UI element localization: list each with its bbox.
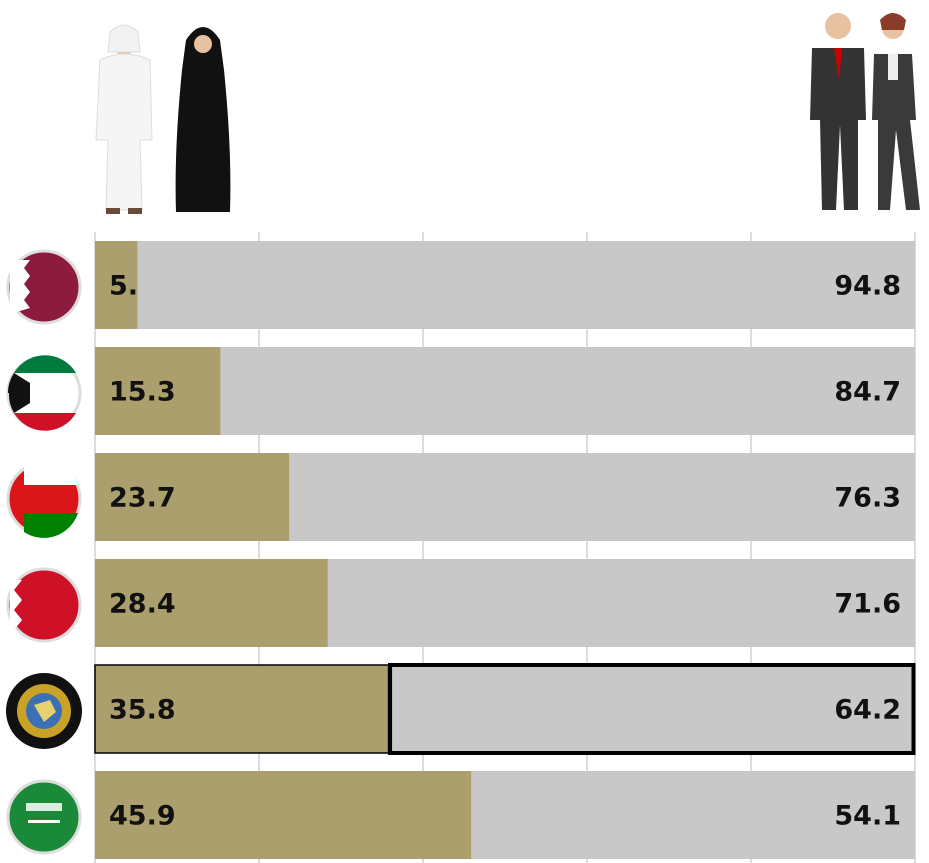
flags (6, 249, 82, 855)
value-label: 15.3 (109, 377, 176, 408)
flag-oman (6, 460, 82, 538)
bar-segment (94, 664, 390, 754)
bar-segment (95, 241, 138, 329)
bar-segment (388, 663, 916, 755)
bar-segment (137, 241, 915, 329)
flag-kuwait (6, 355, 82, 431)
value-label: 54.1 (834, 801, 901, 832)
value-label: 64.2 (834, 695, 901, 726)
flag-saudi (6, 779, 82, 855)
bar-segment (220, 347, 915, 435)
bar-segment (289, 453, 916, 541)
flag-bahrain (6, 567, 82, 643)
bar-segment (327, 559, 915, 647)
bar-segment (471, 771, 915, 859)
value-label: 28.4 (109, 589, 176, 620)
bar-segment (95, 559, 328, 647)
value-label: 45.9 (109, 801, 176, 832)
icon-traditional-people (95, 24, 231, 214)
value-label: 71.6 (834, 589, 901, 620)
logo-gcc (6, 673, 82, 749)
value-label: 84.7 (834, 377, 901, 408)
flag-qatar (6, 249, 82, 325)
value-label: 94.8 (834, 271, 901, 302)
value-label: 23.7 (109, 483, 176, 514)
value-label: 35.8 (109, 695, 176, 726)
bar-segment (95, 453, 290, 541)
bar-segment (95, 771, 472, 859)
icon-business-people (810, 13, 920, 210)
value-label: 76.3 (834, 483, 901, 514)
bar-segment (95, 347, 221, 435)
